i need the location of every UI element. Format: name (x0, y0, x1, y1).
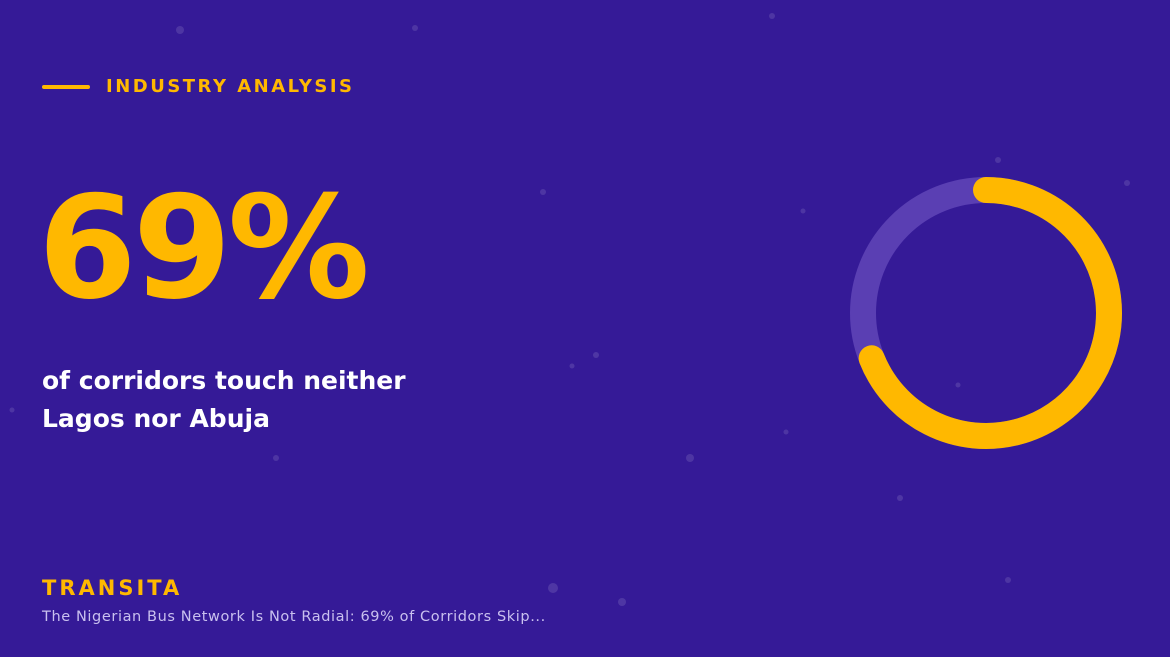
kicker-rule (42, 84, 90, 89)
description-line: Lagos nor Abuja (42, 404, 270, 433)
description: of corridors touch neither Lagos nor Abu… (42, 362, 406, 438)
headline: The Nigerian Bus Network Is Not Radial: … (42, 609, 546, 625)
description-line: of corridors touch neither (42, 366, 406, 395)
kicker-text: INDUSTRY ANALYSIS (106, 76, 355, 97)
ring-progress (858, 177, 1122, 449)
stat: 69% (38, 166, 370, 331)
kicker: INDUSTRY ANALYSIS (42, 76, 355, 97)
brand: TRANSITA (42, 576, 183, 600)
